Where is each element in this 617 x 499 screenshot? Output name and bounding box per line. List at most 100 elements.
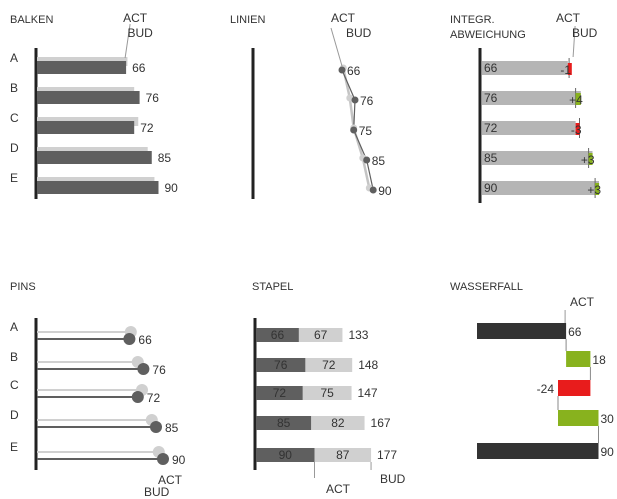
- wasserfall-value-label: 18: [592, 353, 606, 367]
- linien-value-label: 66: [347, 64, 361, 78]
- linien-value-label: 75: [359, 124, 373, 138]
- linien-value-label: 85: [372, 154, 386, 168]
- wasserfall-bar: [566, 351, 591, 367]
- stapel-bud-segment: [314, 448, 372, 462]
- integr-value-label: 66: [484, 61, 498, 75]
- integr-variance-label: +3: [587, 183, 601, 197]
- integr-act-bar: [482, 181, 599, 195]
- integr-variance-label: +3: [581, 153, 595, 167]
- wasserfall-value-label: 66: [568, 325, 582, 339]
- linien-act-point: [363, 156, 371, 164]
- balken-category-label: B: [10, 81, 18, 95]
- balken-category-label: E: [10, 171, 18, 185]
- pins-value-label: 72: [147, 391, 161, 405]
- balken-act-bar: [37, 91, 140, 104]
- integr-value-label: 76: [484, 91, 498, 105]
- integr-variance-bar: [595, 183, 600, 195]
- balken-value-label: 85: [158, 151, 172, 165]
- stapel-act-segment: [256, 386, 303, 400]
- balken-category-label: A: [10, 51, 18, 65]
- balken-value-label: 66: [132, 61, 146, 75]
- linien-act-label: ACT: [331, 11, 356, 25]
- stapel-act-value: 72: [273, 386, 287, 400]
- integr-variance-bar: [567, 63, 572, 75]
- stapel-bud-value: 67: [314, 328, 328, 342]
- linien-value-label: 76: [360, 94, 374, 108]
- linien-value-label: 90: [378, 184, 392, 198]
- stapel-bud-value: 82: [331, 416, 345, 430]
- linien-act-point: [351, 96, 359, 104]
- balken-title: BALKEN: [10, 14, 53, 26]
- wasserfall-bar: [558, 380, 591, 396]
- stapel-total-label: 148: [358, 358, 378, 372]
- pins-act-head: [150, 421, 162, 433]
- stapel-total-label: 177: [377, 448, 397, 462]
- linien-bud-label: BUD: [346, 26, 372, 40]
- wasserfall-value-label: -24: [537, 382, 555, 396]
- integr-variance-bar: [575, 93, 581, 105]
- stapel-act-value: 90: [279, 448, 293, 462]
- stapel-bud-segment: [298, 328, 343, 342]
- balken-value-label: 90: [165, 181, 179, 195]
- pins-category-label: B: [10, 350, 18, 364]
- stapel-act-label: ACT: [326, 482, 351, 496]
- stapel-bud-segment: [305, 358, 353, 372]
- pins-act-head: [131, 391, 144, 403]
- wasserfall-bar: [558, 410, 599, 426]
- pins-category-label: E: [10, 440, 18, 454]
- balken-act-bar: [37, 181, 159, 194]
- stapel-bud-value: 75: [320, 386, 334, 400]
- stapel-total-label: 133: [348, 328, 368, 342]
- integr-variance-bar: [588, 153, 593, 165]
- integr-bud-label: BUD: [572, 26, 598, 40]
- stapel-act-segment: [256, 448, 315, 462]
- integr-variance-label: -3: [571, 123, 582, 137]
- pins-bud-label: BUD: [144, 485, 170, 499]
- wasserfall-value-label: 90: [601, 445, 615, 459]
- balken-bud-label: BUD: [127, 26, 153, 40]
- stapel-title: STAPEL: [252, 281, 293, 293]
- pins-act-head: [137, 363, 150, 375]
- stapel-bud-label: BUD: [380, 472, 406, 486]
- stapel-bud-segment: [302, 386, 352, 400]
- stapel-bud-value: 72: [322, 358, 336, 372]
- integr-variance-label: +4: [569, 93, 583, 107]
- integr-value-label: 72: [484, 121, 498, 135]
- stapel-total-label: 147: [358, 386, 378, 400]
- integr-variance-label: -1: [560, 63, 571, 77]
- linien-act-point: [338, 66, 346, 74]
- integr-act-label: ACT: [556, 11, 581, 25]
- balken-act-bar: [37, 121, 135, 134]
- stapel-act-value: 76: [274, 358, 288, 372]
- stapel-act-segment: [256, 328, 299, 342]
- pins-category-label: C: [10, 378, 19, 392]
- stapel-act-segment: [256, 416, 312, 430]
- balken-act-bar: [37, 151, 152, 164]
- balken-act-bar: [37, 61, 127, 74]
- integr-variance-bar: [575, 123, 580, 135]
- stapel-bud-segment: [311, 416, 365, 430]
- wasserfall-title: WASSERFALL: [450, 281, 523, 293]
- wasserfall-value-label: 30: [601, 412, 615, 426]
- wasserfall-bar: [477, 323, 567, 339]
- wasserfall-bar: [477, 443, 599, 459]
- pins-act-head: [123, 333, 136, 345]
- stapel-act-value: 66: [271, 328, 285, 342]
- balken-value-label: 76: [146, 91, 160, 105]
- wasserfall-act-label: ACT: [570, 295, 595, 309]
- integr-act-leader: [572, 25, 576, 58]
- pins-act-label: ACT: [158, 473, 183, 487]
- integr-value-label: 85: [484, 151, 498, 165]
- pins-category-label: A: [10, 320, 18, 334]
- stapel-bud-value: 87: [336, 448, 350, 462]
- integr-act-bar: [482, 61, 568, 75]
- integr-act-bar: [482, 121, 576, 135]
- pins-value-label: 66: [138, 333, 152, 347]
- balken-act-label: ACT: [123, 11, 148, 25]
- pins-value-label: 90: [172, 453, 186, 467]
- balken-value-label: 72: [140, 121, 154, 135]
- stapel-total-label: 167: [371, 416, 391, 430]
- balken-act-leader: [124, 23, 131, 59]
- pins-category-label: D: [10, 408, 19, 422]
